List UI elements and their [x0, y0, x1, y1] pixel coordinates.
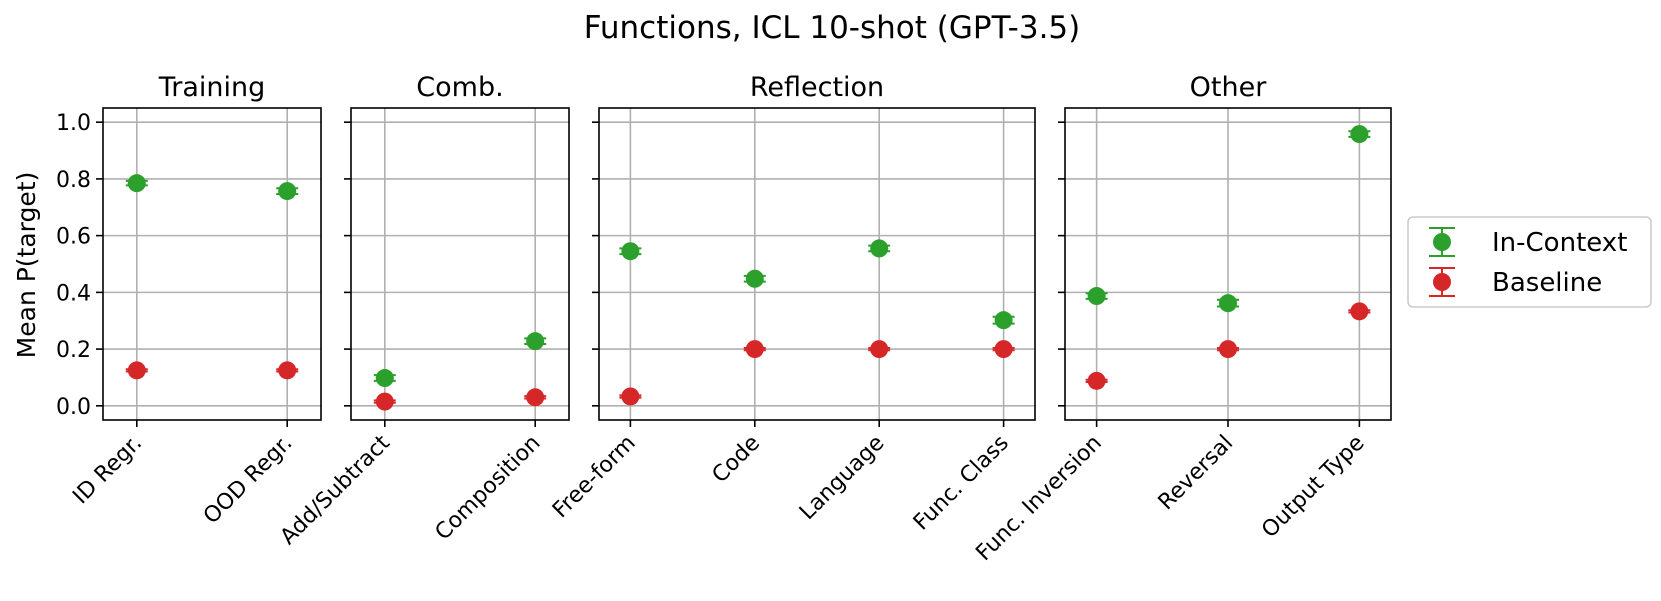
panel-training: Training 0.0 0.2 0.4 0.6 0.8 1.0 ID Regr. OOD Re… [56, 72, 322, 530]
series-in-context [373, 332, 547, 388]
data-point [526, 332, 545, 351]
legend-marker [1433, 233, 1451, 251]
series-baseline [619, 340, 1015, 406]
data-point [1087, 371, 1106, 390]
data-point [375, 369, 394, 388]
data-point [1219, 294, 1237, 313]
series-in-context [125, 174, 299, 201]
data-point [127, 174, 146, 193]
y-tick-label: 0.2 [56, 338, 91, 363]
data-point [1350, 302, 1369, 321]
legend-label: Baseline [1492, 268, 1602, 298]
y-tick-label: 1.0 [56, 111, 91, 136]
panel-comb: Comb.Add/Subtract Composition [276, 72, 570, 550]
legend-entry-in-context: In-Context [1429, 227, 1627, 258]
x-tick-label: ID Regr. [68, 431, 147, 510]
panel-frame [102, 107, 322, 421]
x-tick-label: Language [795, 431, 889, 525]
data-point [127, 361, 146, 380]
x-tick-label: Output Type [1257, 431, 1369, 543]
x-tick-label: Free-form [548, 431, 641, 524]
series-baseline [1085, 302, 1371, 390]
panel-title: Training [158, 72, 266, 103]
legend-marker [1433, 273, 1451, 291]
data-point [745, 340, 764, 359]
data-point [621, 242, 640, 261]
panels: Training 0.0 0.2 0.4 0.6 0.8 1.0 ID Regr. OOD Re… [56, 72, 1392, 566]
panel-title: Reflection [750, 72, 884, 103]
figure-title: Functions, ICL 10-shot (GPT-3.5) [584, 10, 1081, 46]
data-point [745, 269, 764, 288]
panel-frame [350, 107, 570, 421]
x-tick-label: Composition [431, 431, 546, 546]
panel-reflection: Reflection Free-form Code Language Func. Cla… [548, 72, 1036, 536]
x-tick-label: OOD Regr. [199, 431, 298, 530]
data-point [375, 392, 394, 411]
x-tick-label: Func. Class [909, 431, 1014, 536]
data-point [870, 239, 889, 258]
series-in-context [619, 239, 1015, 330]
legend-frame [1407, 216, 1652, 308]
data-point [1350, 125, 1369, 144]
y-tick-label: 0.4 [56, 281, 91, 306]
panel-frame [598, 107, 1036, 421]
legend: In-Context Baseline [1407, 216, 1652, 308]
legend-label: In-Context [1492, 228, 1627, 258]
data-point [526, 388, 545, 407]
data-point [1219, 340, 1237, 359]
series-baseline [373, 388, 547, 411]
legend-entry-baseline: Baseline [1429, 267, 1602, 298]
data-point [278, 182, 297, 201]
panel-title: Comb. [416, 72, 503, 103]
panel-title: Other [1190, 72, 1268, 103]
y-tick-label: 0.6 [56, 225, 91, 250]
data-point [870, 340, 889, 359]
x-tick-label: Code [708, 431, 766, 489]
y-tick-label: 0.0 [56, 395, 91, 420]
y-axis-label: Mean P(target) [12, 172, 41, 359]
series-in-context [1085, 125, 1371, 313]
series-baseline [125, 361, 299, 380]
data-point [994, 311, 1013, 330]
data-point [621, 387, 640, 406]
y-tick-label: 0.8 [56, 168, 91, 193]
data-point [994, 340, 1013, 359]
data-point [1087, 287, 1106, 306]
data-point [278, 361, 297, 380]
x-tick-label: Reversal [1154, 431, 1238, 515]
